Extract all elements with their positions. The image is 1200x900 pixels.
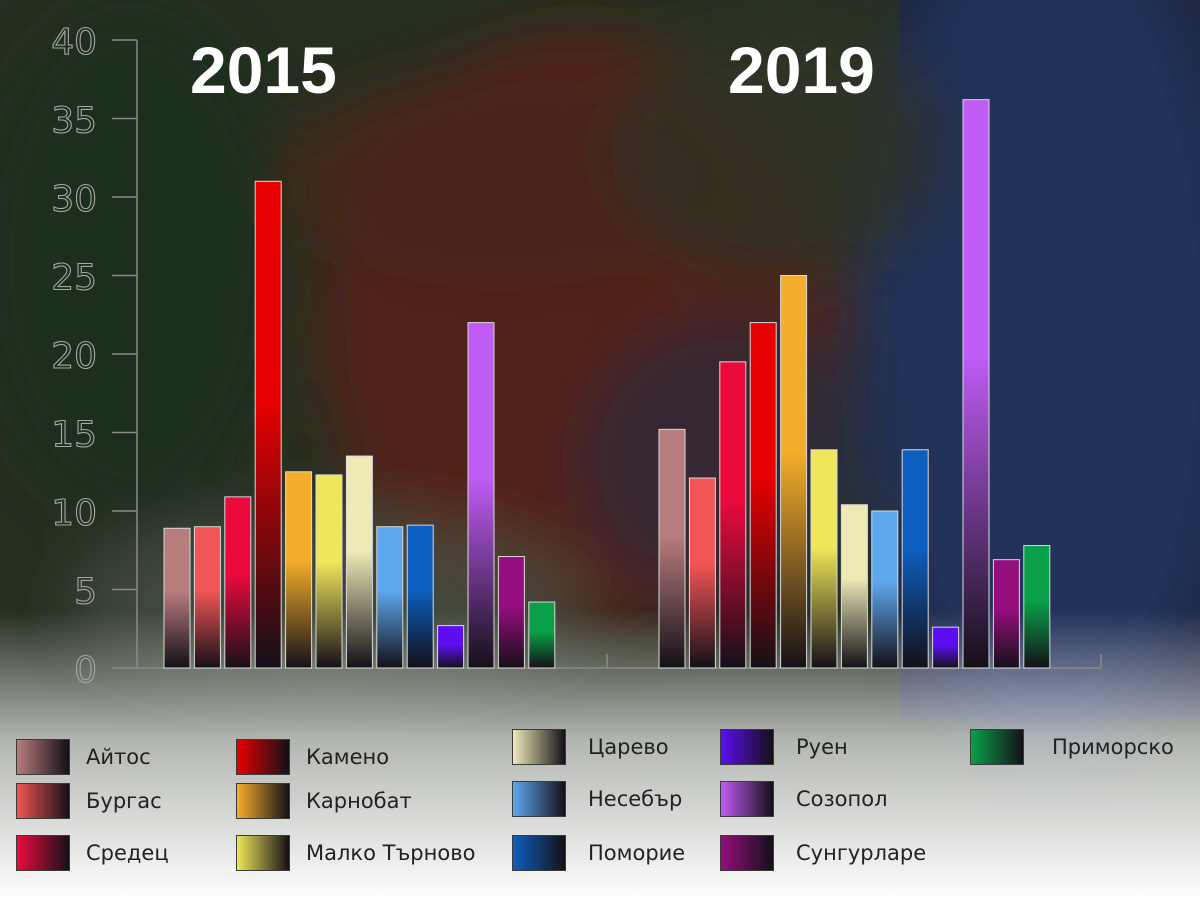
group-label-2019: 2019 bbox=[728, 33, 875, 107]
legend-swatch bbox=[16, 739, 70, 775]
legend-label: Средец bbox=[86, 841, 169, 865]
bar-2019 bbox=[749, 322, 777, 669]
legend-item: Приморско bbox=[970, 728, 1174, 766]
bar-2015 bbox=[497, 556, 525, 669]
bar-2015 bbox=[345, 455, 373, 669]
bar-2015 bbox=[193, 526, 221, 669]
legend-item: Айтос bbox=[16, 738, 151, 776]
legend-item: Малко Търново bbox=[236, 834, 475, 872]
legend-label: Несебър bbox=[588, 787, 683, 811]
bar-2019 bbox=[962, 99, 990, 669]
bar-2019 bbox=[658, 428, 686, 669]
y-tick-label: 0 bbox=[74, 650, 97, 691]
legend-label: Бургас bbox=[86, 789, 162, 813]
legend-swatch bbox=[16, 783, 70, 819]
legend-item: Царево bbox=[512, 728, 669, 766]
bar-2019 bbox=[840, 504, 868, 669]
bar-2015 bbox=[254, 180, 282, 669]
bar-2019 bbox=[688, 477, 716, 669]
legend-label: Камено bbox=[306, 745, 390, 769]
legend-label: Малко Търново bbox=[306, 841, 476, 865]
legend-label: Царево bbox=[588, 735, 669, 759]
legend-item: Руен bbox=[720, 728, 848, 766]
bar-2015 bbox=[406, 524, 434, 669]
bar-2019 bbox=[719, 361, 747, 669]
bar-2019 bbox=[1023, 545, 1051, 669]
legend-swatch bbox=[970, 729, 1024, 765]
legend-swatch bbox=[720, 729, 774, 765]
legend-swatch bbox=[16, 835, 70, 871]
legend-item: Созопол bbox=[720, 780, 888, 818]
bar-2019 bbox=[780, 275, 808, 669]
bar-2019 bbox=[871, 510, 899, 669]
bar-2015 bbox=[315, 474, 343, 669]
legend-item: Бургас bbox=[16, 782, 162, 820]
legend-swatch bbox=[236, 835, 290, 871]
y-tick-label: 25 bbox=[51, 258, 97, 299]
bar-2019 bbox=[932, 626, 960, 669]
bar-2015 bbox=[376, 526, 404, 669]
y-tick-label: 15 bbox=[51, 415, 97, 456]
group-label-2015: 2015 bbox=[190, 33, 337, 107]
legend-swatch bbox=[512, 729, 566, 765]
y-tick-label: 20 bbox=[51, 336, 97, 377]
bar-2015 bbox=[467, 322, 495, 669]
y-tick-label: 10 bbox=[51, 493, 97, 534]
bar-chart: 0 5 10 15 20 25 30 35 40 bbox=[51, 21, 1102, 692]
bar-2019 bbox=[901, 449, 929, 669]
legend-swatch bbox=[512, 835, 566, 871]
bar-2019 bbox=[992, 559, 1020, 669]
bar-2015 bbox=[528, 601, 556, 669]
legend-swatch bbox=[236, 739, 290, 775]
legend-item: Сунгурларе bbox=[720, 834, 926, 872]
legend-swatch bbox=[236, 783, 290, 819]
legend-swatch bbox=[720, 781, 774, 817]
y-tick-label: 30 bbox=[51, 179, 97, 220]
legend-item: Камено bbox=[236, 738, 389, 776]
legend: Айтос Бургас Средец Камено Карнобат Малко Тър… bbox=[0, 720, 1200, 900]
legend-label: Карнобат bbox=[306, 789, 412, 813]
legend-item: Поморие bbox=[512, 834, 685, 872]
y-tick-label: 5 bbox=[74, 572, 97, 613]
legend-label: Руен bbox=[796, 735, 848, 759]
bars bbox=[163, 99, 1051, 669]
legend-swatch bbox=[512, 781, 566, 817]
y-tick-label: 40 bbox=[51, 22, 97, 63]
legend-item: Карнобат bbox=[236, 782, 412, 820]
legend-swatch bbox=[720, 835, 774, 871]
legend-label: Сунгурларе bbox=[796, 841, 927, 865]
y-axis: 0 5 10 15 20 25 30 35 40 bbox=[51, 21, 138, 692]
legend-label: Айтос bbox=[86, 745, 151, 769]
legend-item: Несебър bbox=[512, 780, 682, 818]
bar-2015 bbox=[437, 625, 465, 669]
legend-label: Поморие bbox=[588, 841, 686, 865]
y-tick-label: 35 bbox=[51, 101, 97, 142]
legend-label: Приморско bbox=[1052, 735, 1174, 759]
bar-2015 bbox=[224, 496, 252, 669]
legend-item: Средец bbox=[16, 834, 169, 872]
bar-2015 bbox=[285, 471, 313, 669]
bar-2019 bbox=[810, 449, 838, 669]
legend-label: Созопол bbox=[796, 787, 888, 811]
bar-2015 bbox=[163, 527, 191, 669]
